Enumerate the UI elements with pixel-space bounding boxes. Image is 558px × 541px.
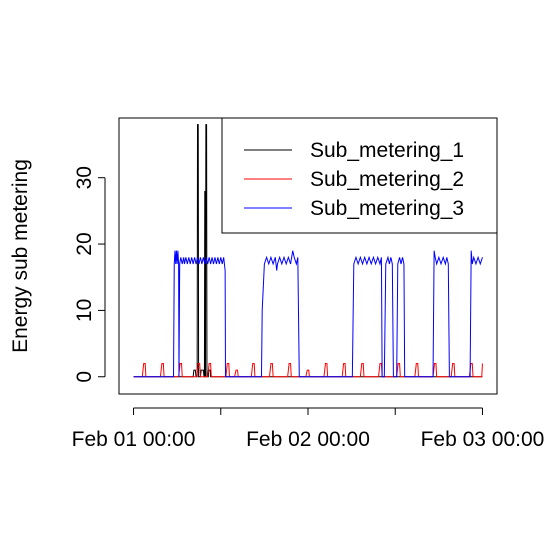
series-line-sub-metering-3 — [133, 250, 483, 378]
plot-clip-group — [133, 124, 483, 378]
y-tick-label: 20 — [73, 232, 96, 255]
series-line-sub-metering-2 — [133, 362, 483, 378]
y-tick-label: 30 — [73, 166, 96, 189]
x-tick-label: Feb 02 00:00 — [246, 428, 370, 451]
legend: Sub_metering_1 Sub_metering_2 Sub_meteri… — [221, 117, 498, 234]
x-tick-label: Feb 01 00:00 — [72, 428, 196, 451]
legend-label-sub-metering-3: Sub_metering_3 — [310, 197, 464, 220]
x-tick-label: Feb 03 00:00 — [421, 428, 545, 451]
x-axis: Feb 01 00:00 Feb 02 00:00 Feb 03 00:00 — [72, 407, 545, 451]
legend-box — [221, 117, 498, 234]
y-tick-label: 10 — [73, 299, 96, 322]
y-axis-label: Energy sub metering — [9, 159, 32, 353]
y-tick-label: 0 — [73, 371, 96, 383]
y-axis: 0 10 20 30 — [73, 166, 106, 383]
legend-label-sub-metering-1: Sub_metering_1 — [310, 139, 464, 162]
legend-label-sub-metering-2: Sub_metering_2 — [310, 168, 464, 191]
